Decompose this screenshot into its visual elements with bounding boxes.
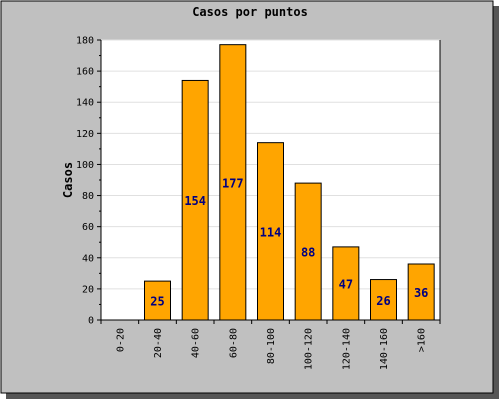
bar	[407, 263, 435, 321]
y-ticks: 0 20 40 60 80 100 120 140 160 180	[76, 36, 101, 327]
y-axis-label: Casos	[61, 162, 75, 198]
x-tick-label: >160	[417, 328, 428, 352]
x-tick-label: 100-120	[304, 328, 315, 370]
y-tick-label: 20	[82, 284, 94, 295]
y-tick-label: 120	[76, 129, 94, 140]
x-tick-label: 20-40	[153, 328, 164, 358]
data-label: 47	[339, 277, 353, 291]
chart-title: Casos por puntos	[192, 5, 308, 19]
bar	[370, 279, 397, 321]
x-tick-label: 40-60	[191, 328, 202, 358]
y-tick-label: 180	[76, 36, 94, 47]
x-ticks: 0-20 20-40 40-60 60-80 80-100 100-120 120-140 1…	[100, 320, 441, 370]
y-tick-label: 160	[76, 67, 94, 78]
x-tick-label: 80-100	[266, 328, 277, 364]
x-tick-label: 120-140	[341, 328, 352, 370]
data-label: 154	[184, 194, 206, 208]
x-tick-label: 140-160	[379, 328, 390, 370]
bar	[144, 280, 171, 321]
data-label: 25	[150, 295, 164, 309]
y-tick-label: 140	[76, 98, 94, 109]
bars	[144, 44, 435, 321]
data-label: 26	[376, 294, 390, 308]
y-tick-label: 40	[82, 253, 94, 264]
data-labels: 25 154 177 114 88 47 26 36	[150, 176, 428, 308]
x-tick-label: 0-20	[115, 328, 126, 352]
data-label: 177	[222, 176, 244, 190]
x-tick-label: 60-80	[228, 328, 239, 358]
y-tick-label: 80	[82, 191, 94, 202]
y-tick-label: 0	[88, 316, 94, 327]
bar	[219, 44, 247, 321]
data-label: 88	[301, 246, 315, 260]
y-tick-label: 60	[82, 222, 94, 233]
bar	[181, 79, 209, 321]
data-label: 36	[414, 286, 428, 300]
data-label: 114	[260, 225, 282, 239]
y-tick-label: 100	[76, 160, 94, 171]
